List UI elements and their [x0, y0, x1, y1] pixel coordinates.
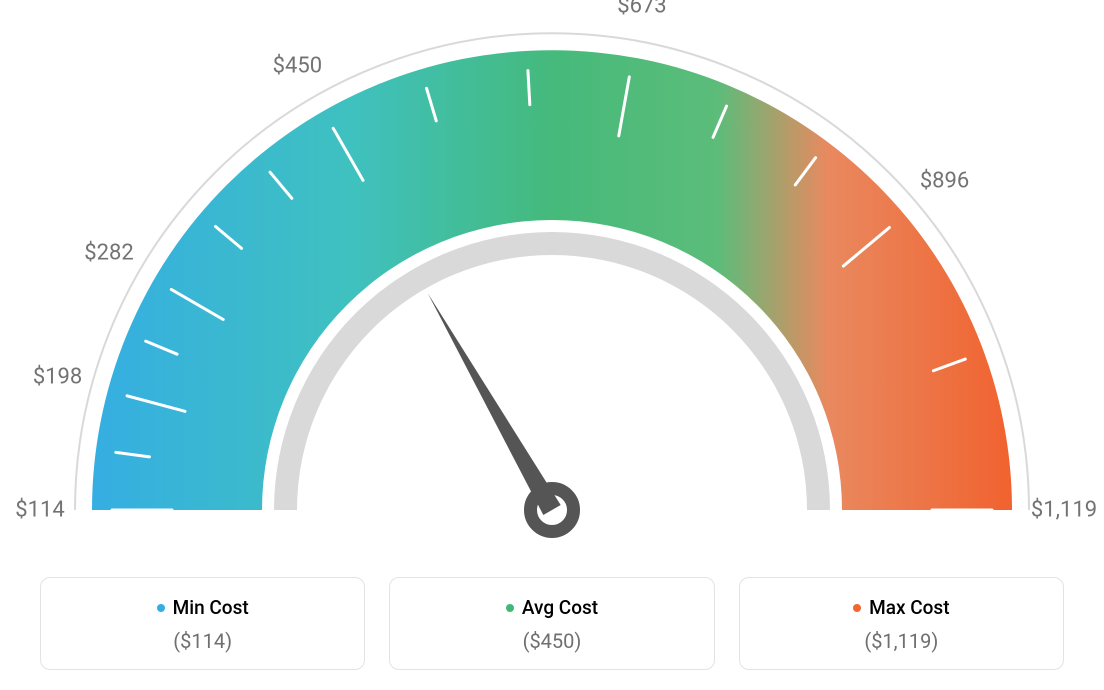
gauge-tick-label: $1,119 [1031, 498, 1097, 523]
gauge-chart: $114 $198 $282 $450 $673 $896 $1,119 [0, 0, 1104, 560]
legend-avg-card: Avg Cost ($450) [389, 577, 714, 670]
gauge-tick-label: $896 [920, 169, 969, 194]
legend-row: Min Cost ($114) Avg Cost ($450) Max Cost… [40, 577, 1064, 670]
gauge-tick-label: $282 [84, 241, 133, 266]
dot-icon [506, 604, 514, 612]
legend-avg-label: Avg Cost [506, 596, 598, 619]
gauge-tick-label: $114 [15, 498, 64, 523]
legend-avg-value: ($450) [400, 629, 703, 653]
cost-gauge-container: $114 $198 $282 $450 $673 $896 $1,119 Min Cost … [0, 0, 1104, 690]
legend-max-card: Max Cost ($1,119) [739, 577, 1064, 670]
legend-min-card: Min Cost ($114) [40, 577, 365, 670]
gauge-tick-label: $198 [33, 365, 82, 390]
legend-min-label-text: Min Cost [173, 596, 249, 619]
gauge-tick-label: $450 [273, 53, 322, 78]
gauge-tick-label: $673 [617, 0, 666, 18]
legend-max-label-text: Max Cost [869, 596, 949, 619]
legend-max-label: Max Cost [853, 596, 949, 619]
legend-min-value: ($114) [51, 629, 354, 653]
dot-icon [157, 604, 165, 612]
legend-max-value: ($1,119) [750, 629, 1053, 653]
dot-icon [853, 604, 861, 612]
legend-min-label: Min Cost [157, 596, 249, 619]
legend-avg-label-text: Avg Cost [522, 596, 598, 619]
